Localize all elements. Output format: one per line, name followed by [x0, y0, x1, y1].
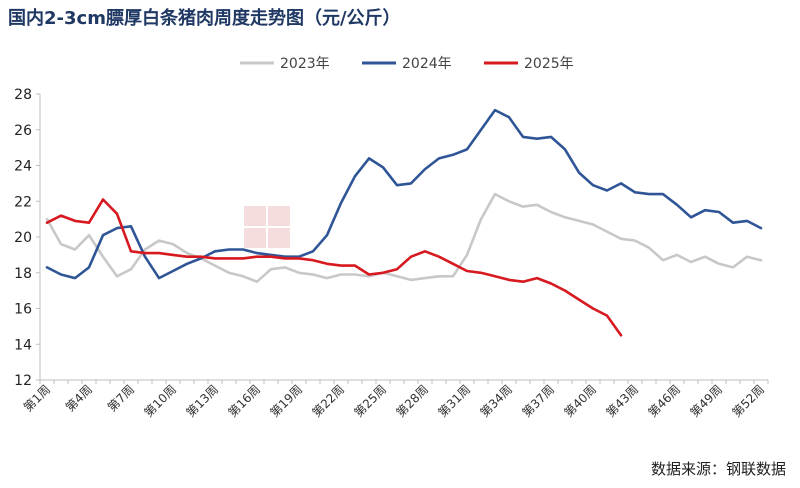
x-tick-label: 第40周 — [561, 382, 599, 420]
legend-label: 2025年 — [524, 56, 574, 72]
x-tick-label: 第13周 — [183, 382, 221, 420]
legend: 2023年 2024年 2025年 — [240, 56, 574, 72]
x-tick-label: 第4周 — [63, 382, 95, 414]
y-tick-label: 22 — [14, 194, 32, 210]
x-tick-label: 第10周 — [141, 382, 179, 420]
x-tick-label: 第25周 — [351, 382, 389, 420]
x-tick-label: 第37周 — [519, 382, 557, 420]
y-tick-label: 16 — [14, 302, 32, 318]
x-tick-label: 第43周 — [603, 382, 641, 420]
legend-label: 2023年 — [280, 56, 330, 72]
x-tick-label: 第7周 — [105, 382, 137, 414]
y-tick-label: 28 — [14, 87, 32, 103]
x-tick-label: 第46周 — [645, 382, 683, 420]
watermark — [244, 206, 290, 248]
y-tick-label: 20 — [14, 230, 32, 246]
y-tick-label: 12 — [14, 373, 32, 389]
series-line — [45, 192, 763, 284]
x-tick-label: 第16周 — [225, 382, 263, 420]
x-tick-label: 第52周 — [729, 382, 767, 420]
y-tick-label: 18 — [14, 266, 32, 282]
legend-label: 2024年 — [402, 56, 452, 72]
series-line — [45, 198, 623, 337]
series-line — [45, 108, 763, 280]
x-tick-label: 第19周 — [267, 382, 305, 420]
x-tick-label: 第31周 — [435, 382, 473, 420]
x-tick-label: 第49周 — [687, 382, 725, 420]
y-tick-label: 24 — [14, 159, 32, 175]
chart-title: 国内2-3cm膘厚白条猪肉周度走势图（元/公斤） — [8, 8, 401, 29]
x-tick-label: 第28周 — [393, 382, 431, 420]
source-note: 数据来源：钢联数据 — [650, 460, 786, 478]
series-lines — [45, 108, 763, 337]
x-tick-label: 第22周 — [309, 382, 347, 420]
y-tick-label: 26 — [14, 123, 32, 139]
x-tick-label: 第34周 — [477, 382, 515, 420]
y-tick-label: 14 — [14, 337, 32, 353]
